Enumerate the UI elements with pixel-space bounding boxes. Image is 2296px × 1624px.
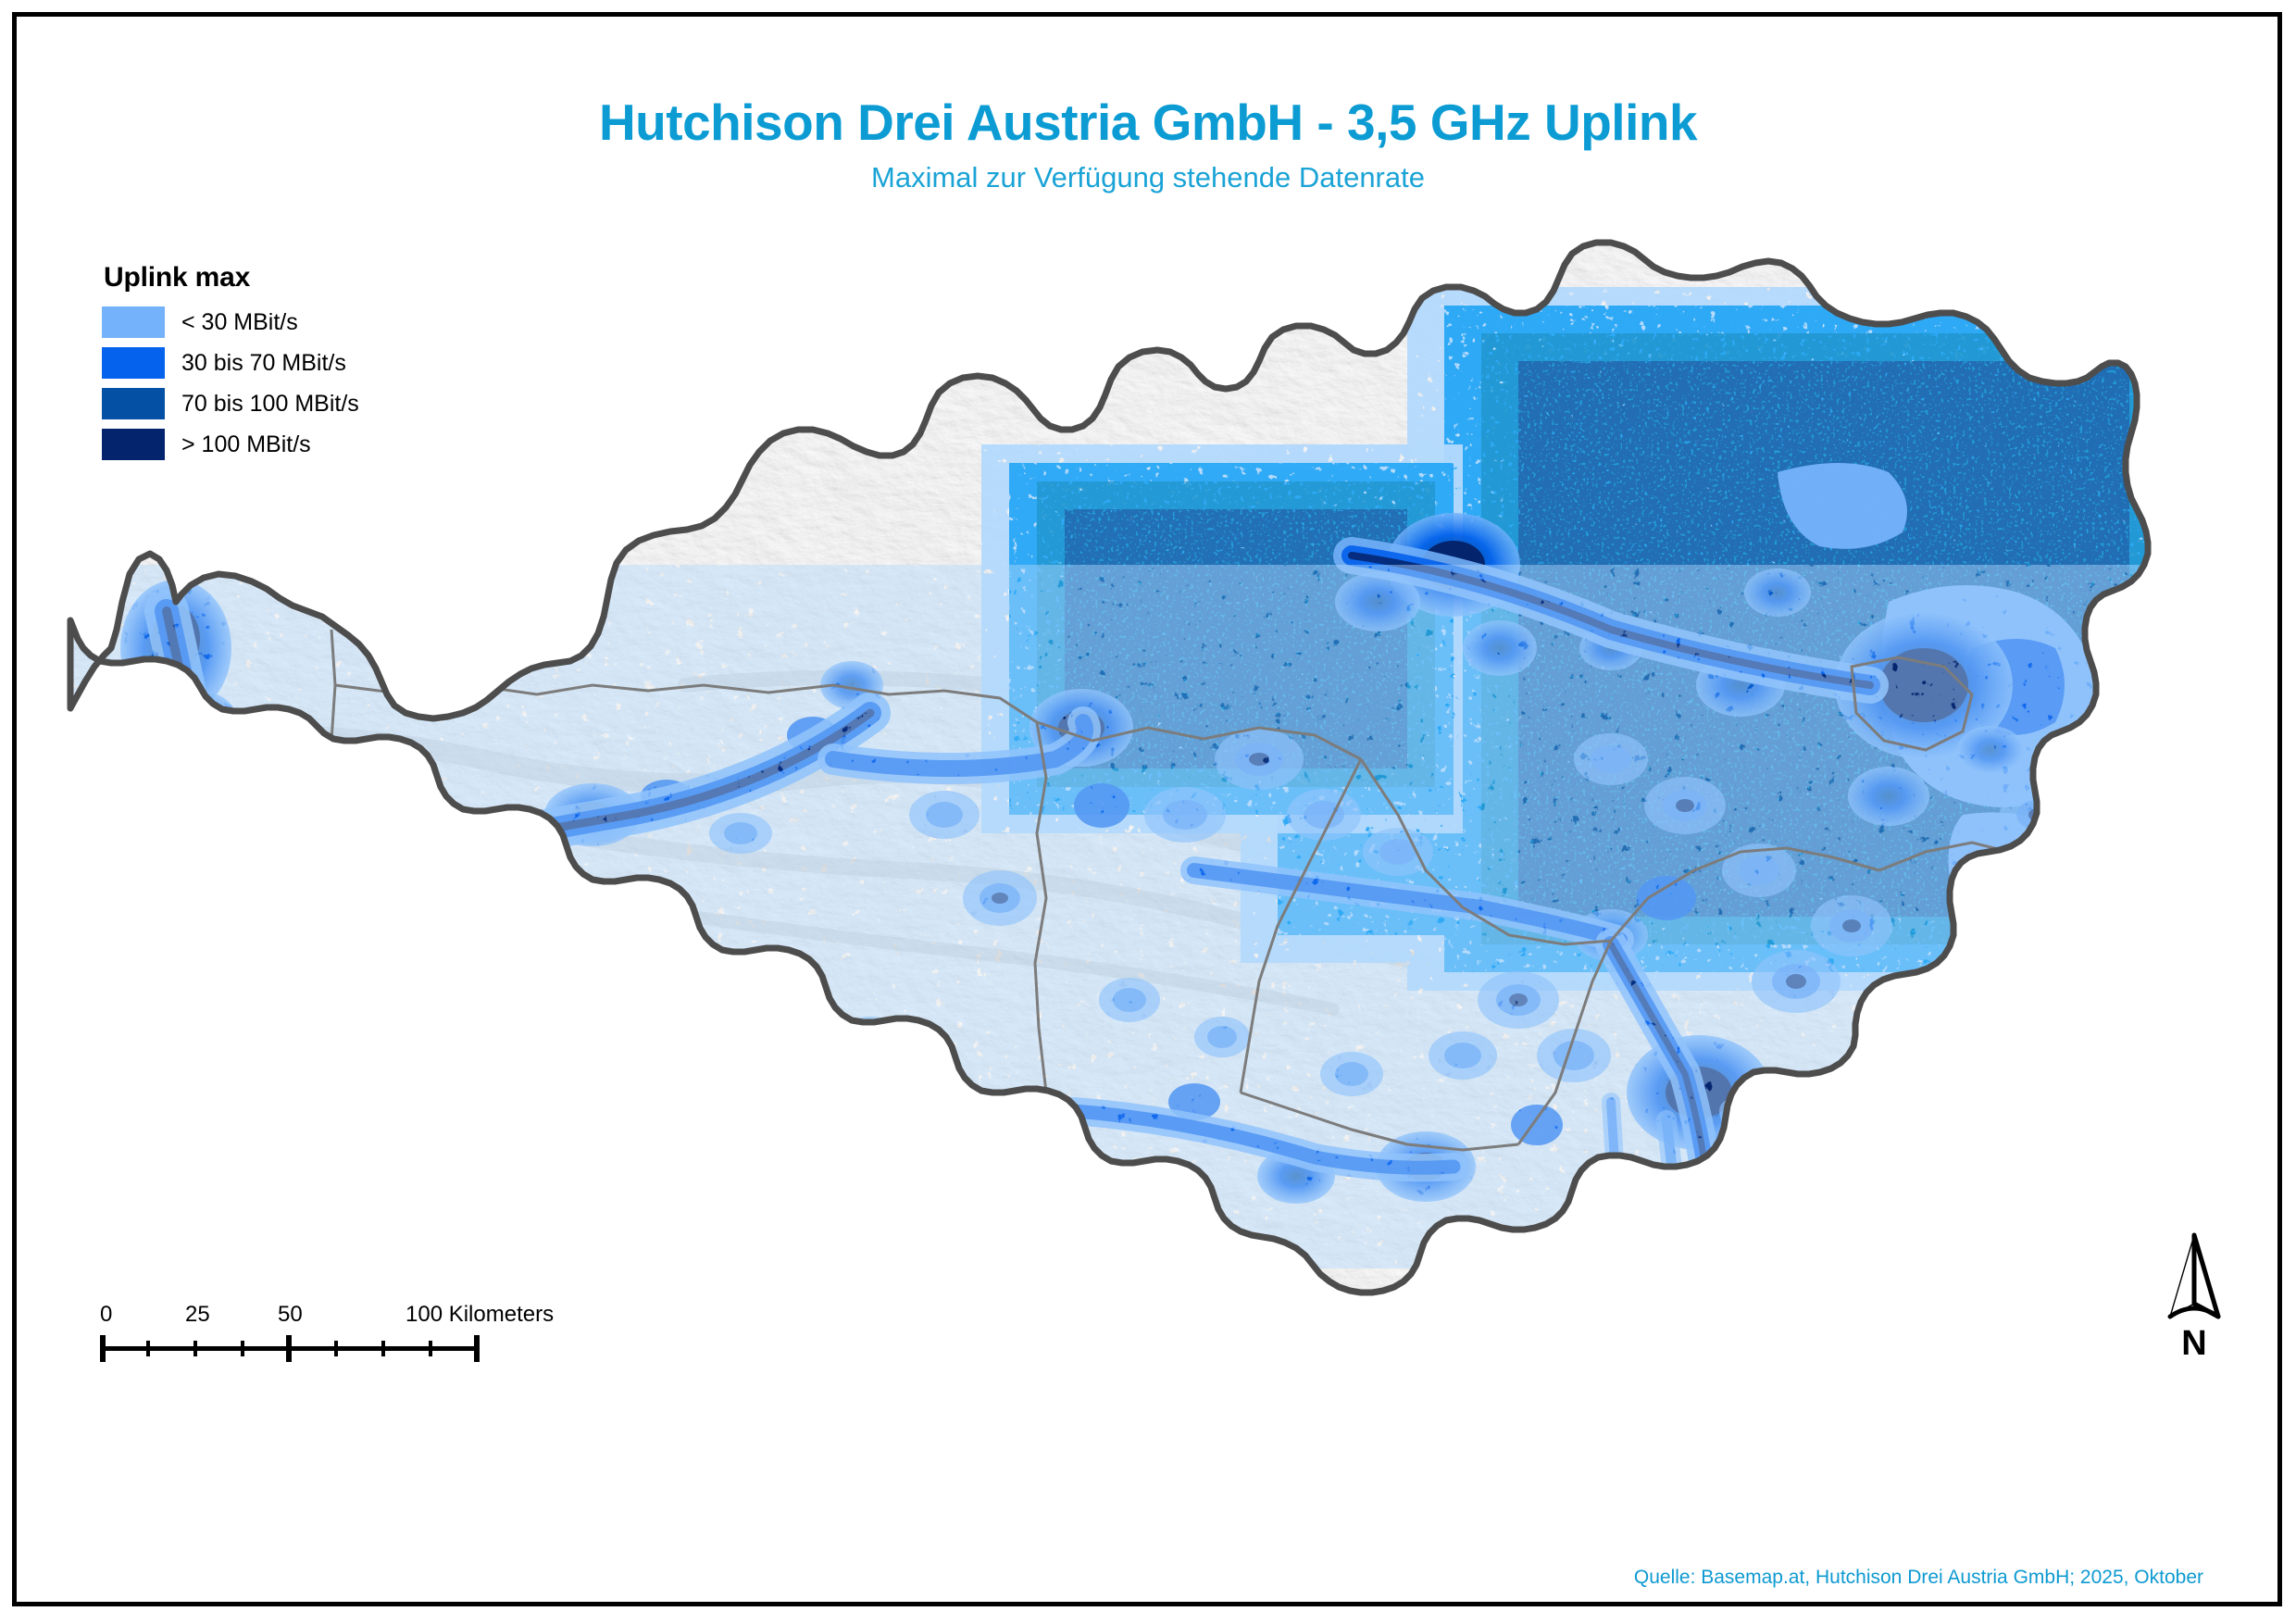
- scale-tick-2: [193, 1341, 197, 1356]
- legend: Uplink max < 30 MBit/s 30 bis 70 MBit/s …: [102, 264, 359, 468]
- scale-bar-graphic: [100, 1331, 480, 1363]
- legend-item-under-30: < 30 MBit/s: [102, 305, 359, 340]
- north-arrow-icon: [2167, 1232, 2221, 1319]
- legend-label-70-100: 70 bis 100 MBit/s: [181, 390, 359, 417]
- scale-label-100: 100 Kilometers: [406, 1302, 555, 1327]
- map-canvas[interactable]: [37, 167, 2240, 1370]
- source-note: Quelle: Basemap.at, Hutchison Drei Austr…: [1633, 1567, 2203, 1588]
- scale-bar: 0 25 50 100 Kilometers: [100, 1296, 554, 1363]
- scale-label-50: 50: [278, 1302, 303, 1327]
- north-arrow: N: [2139, 1231, 2250, 1370]
- legend-label-over-100: > 100 MBit/s: [181, 431, 311, 457]
- scale-tick-6: [381, 1341, 385, 1356]
- legend-label-30-70: 30 bis 70 MBit/s: [181, 349, 346, 376]
- legend-swatch-under-30: [102, 306, 165, 338]
- north-arrow-letter: N: [2181, 1324, 2207, 1363]
- scale-tick-8: [474, 1335, 480, 1362]
- scale-tick-7: [429, 1341, 432, 1356]
- austria-coverage-map[interactable]: [37, 167, 2240, 1370]
- legend-title: Uplink max: [104, 262, 251, 293]
- scale-label-0: 0: [100, 1302, 113, 1327]
- legend-swatch-30-70: [102, 347, 165, 379]
- scale-tick-0: [100, 1335, 106, 1362]
- scale-bar-labels: 0 25 50 100 Kilometers: [100, 1296, 554, 1327]
- legend-item-30-70: 30 bis 70 MBit/s: [102, 345, 359, 381]
- legend-label-under-30: < 30 MBit/s: [181, 308, 298, 335]
- scale-label-25: 25: [185, 1302, 210, 1327]
- legend-swatch-over-100: [102, 429, 165, 460]
- legend-item-over-100: > 100 MBit/s: [102, 427, 359, 462]
- scale-tick-3: [241, 1341, 244, 1356]
- scale-tick-1: [146, 1341, 150, 1356]
- country-outline: [67, 239, 2152, 1296]
- legend-item-70-100: 70 bis 100 MBit/s: [102, 386, 359, 421]
- scale-tick-4: [286, 1335, 292, 1362]
- scale-tick-5: [334, 1341, 338, 1356]
- legend-swatch-70-100: [102, 388, 165, 419]
